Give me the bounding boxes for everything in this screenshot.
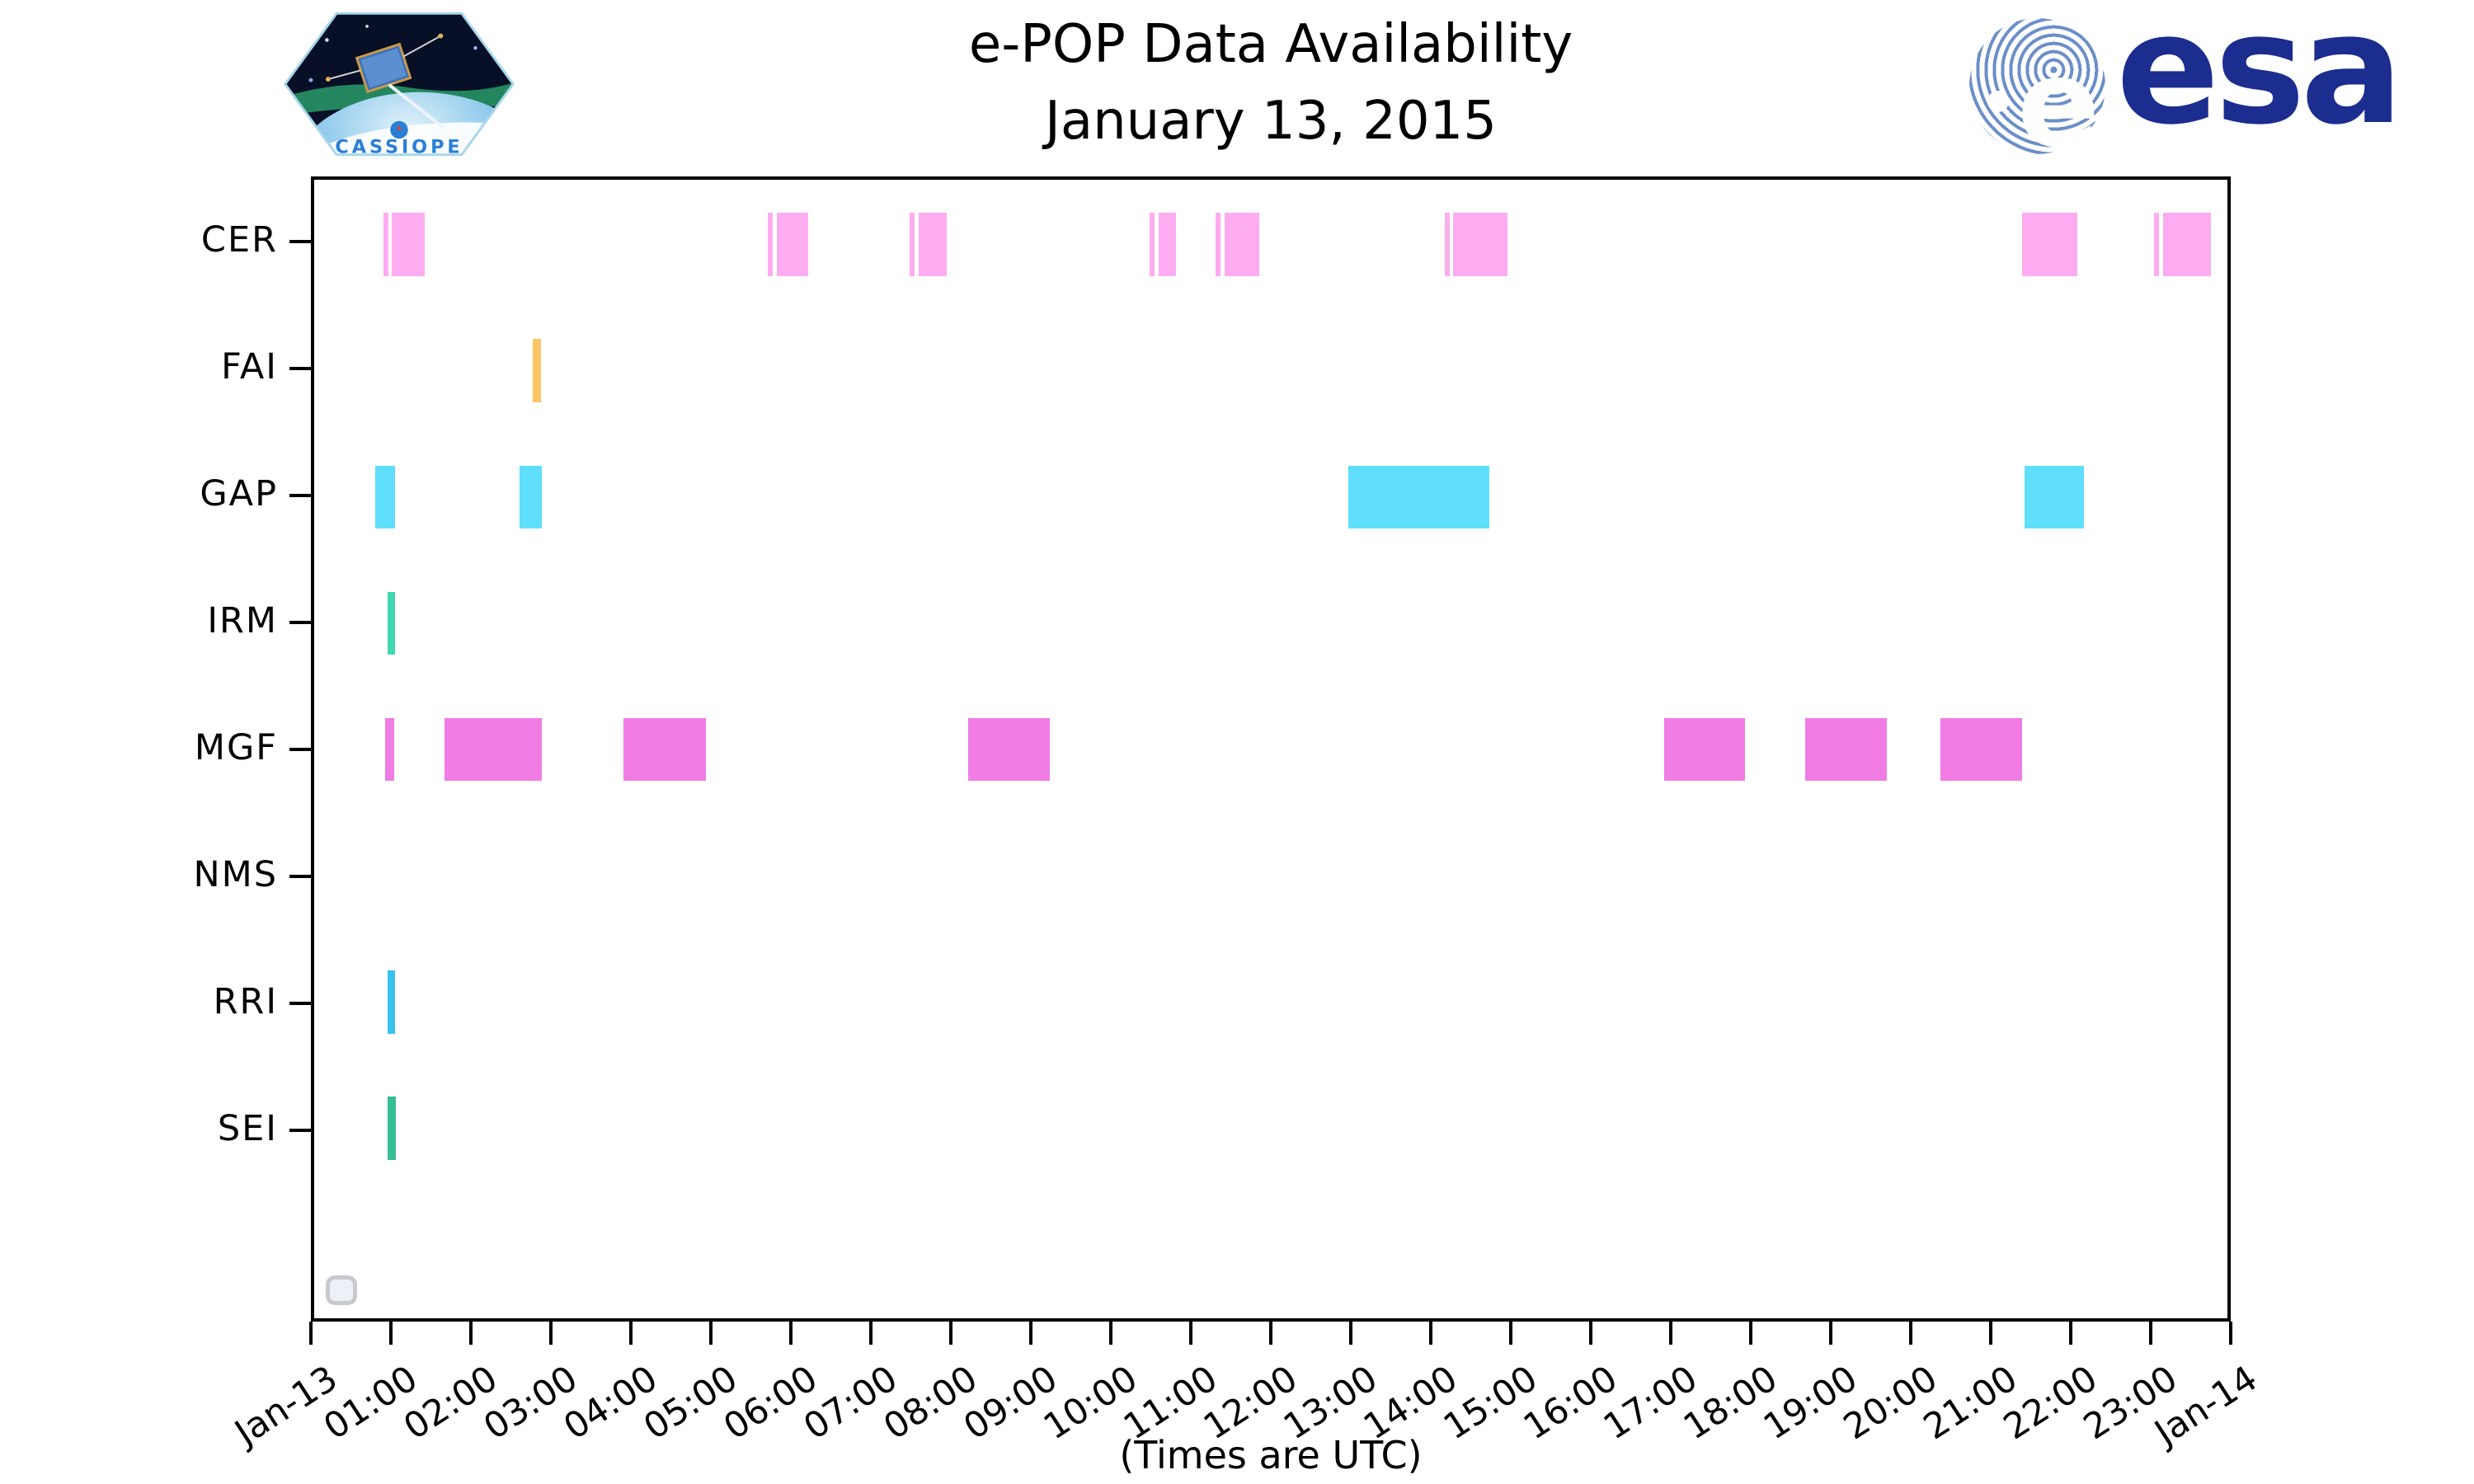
x-axis-caption: (Times are UTC) [1119,1433,1423,1477]
x-tick [1749,1322,1752,1345]
availability-bar-cer [1150,213,1155,276]
x-tick [1669,1322,1672,1345]
esa-globe-e: e [2017,33,2100,154]
x-tick [309,1322,313,1345]
x-tick [1269,1322,1272,1345]
availability-bar-mgf [1663,717,1746,782]
availability-bar-cer [2162,213,2211,276]
y-tick [289,748,311,752]
plot-area [311,176,2231,1322]
page-title: e-POP Data Availability [968,14,1573,75]
availability-bar-cer [1444,213,1450,276]
x-tick [629,1322,633,1345]
x-tick [1029,1322,1032,1345]
availability-bar-cer [1224,213,1260,276]
availability-bar-mgf [444,717,543,782]
availability-bar-cer [768,213,773,276]
x-tick [1189,1322,1192,1345]
x-tick [1349,1322,1352,1345]
patch-satellite [326,33,445,129]
y-axis-label-fai: FAI [221,346,278,388]
availability-bar-cer [2154,213,2159,276]
x-tick [1909,1322,1912,1345]
availability-bar-mgf [385,717,394,782]
x-tick [1429,1322,1432,1345]
x-tick [1589,1322,1592,1345]
esa-globe-swirl-icon: e [1969,18,2105,154]
availability-bar-cer [383,213,388,276]
availability-bar-sei [387,1097,396,1160]
availability-bar-gap [1348,465,1489,529]
x-tick [2069,1322,2072,1345]
y-axis-label-nms: NMS [193,854,278,896]
y-tick [289,1129,311,1133]
availability-bar-gap [2024,465,2084,529]
y-axis-label-gap: GAP [200,473,278,515]
availability-bar-cer [1216,213,1221,276]
availability-bar-cer [1453,213,1508,276]
patch-cassiope-label: CASSIOPE [335,137,463,158]
availability-bar-mgf [623,717,706,782]
availability-bar-gap [375,465,395,529]
y-tick [289,494,311,498]
y-axis-label-rri: RRI [213,981,278,1023]
availability-bar-mgf [1940,717,2022,782]
esa-globe-dot [1987,91,2009,112]
x-tick [869,1322,872,1345]
esa-wordmark: esa [2116,0,2403,158]
y-tick [289,240,311,243]
availability-bar-mgf [967,717,1051,782]
x-tick [1989,1322,1992,1345]
x-tick [949,1322,952,1345]
page-subtitle-date: January 13, 2015 [1045,90,1497,152]
availability-bar-gap [520,465,543,529]
availability-bar-cer [2021,213,2078,276]
y-tick [289,875,311,879]
x-tick [1509,1322,1512,1345]
patch-border [283,12,515,157]
availability-bar-rri [387,970,395,1034]
x-tick [709,1322,713,1345]
x-tick [549,1322,553,1345]
esa-logo: e esa [1969,0,2403,158]
x-tick [789,1322,793,1345]
x-tick-label: 01:00 [317,1358,426,1449]
corner-widget-button[interactable] [326,1275,357,1305]
y-axis-label-sei: SEI [217,1108,278,1150]
availability-bar-mgf [1804,717,1888,782]
x-tick [1109,1322,1112,1345]
x-tick [2149,1322,2152,1345]
x-tick-label: 02:00 [397,1358,506,1449]
availability-bar-irm [387,591,395,655]
title-block: e-POP Data Availability January 13, 2015 [558,7,1983,160]
x-tick [389,1322,393,1345]
x-tick [469,1322,473,1345]
availability-bar-cer [776,213,809,276]
availability-bar-fai [532,339,541,402]
y-axis-label-irm: IRM [207,600,278,642]
x-tick-label: 22:00 [1997,1358,2105,1449]
y-tick [289,367,311,371]
availability-bar-cer [391,213,426,276]
availability-bar-cer [918,213,947,276]
availability-bar-cer [910,213,915,276]
y-tick [289,1002,311,1006]
cassiope-mission-patch: CASSIOPE [283,12,515,158]
y-axis-label-mgf: MGF [194,727,278,769]
y-tick [289,621,311,625]
availability-bar-cer [1158,213,1176,276]
x-tick [2229,1322,2232,1345]
x-tick [1829,1322,1832,1345]
y-axis-label-cer: CER [200,219,278,261]
